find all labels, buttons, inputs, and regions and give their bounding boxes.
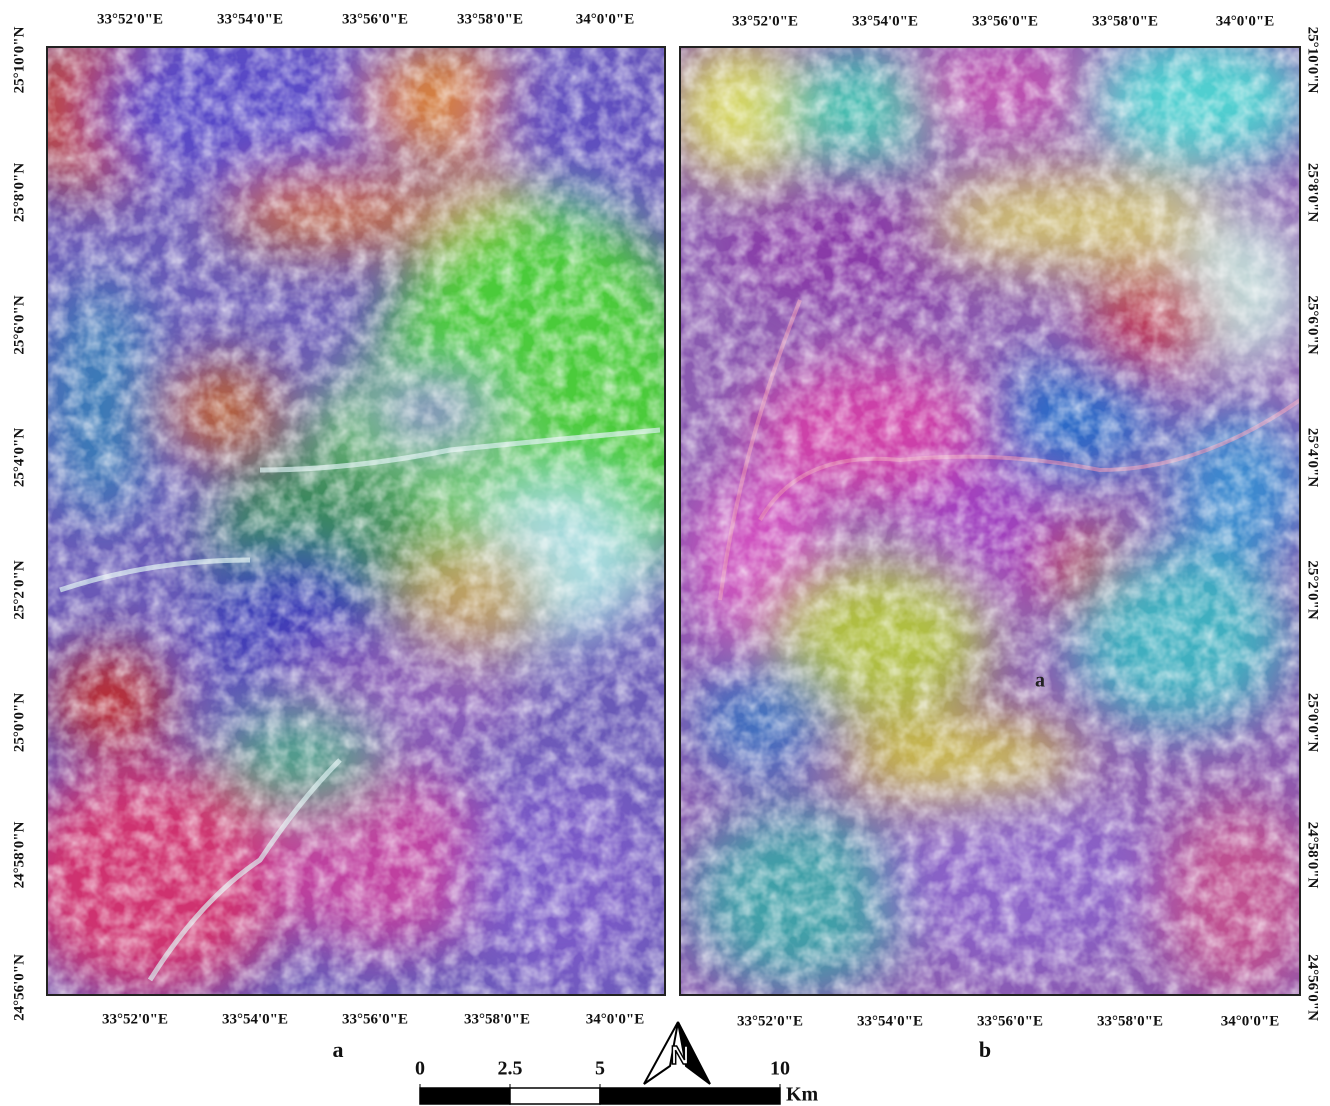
longitude-label: 33°52'0"E	[102, 1011, 168, 1027]
latitude-label: 25°8'0"N	[11, 163, 27, 222]
longitude-label: 33°54'0"E	[217, 11, 283, 27]
latitude-label: 24°56'0"N	[11, 954, 27, 1021]
longitude-label: 33°58'0"E	[464, 1011, 530, 1027]
longitude-label: 33°52'0"E	[97, 11, 163, 27]
annotation: a	[1035, 670, 1045, 692]
latitude-label: 25°6'0"N	[11, 295, 27, 354]
scale-segment	[510, 1088, 600, 1104]
north-label: N	[671, 1040, 690, 1070]
map-figure: N 33°52'0"E 33°54'0"E 33°56'0"E 33°58'0"E 34…	[0, 0, 1330, 1106]
longitude-label: 33°52'0"E	[732, 13, 798, 29]
longitude-label: 33°54'0"E	[222, 1011, 288, 1027]
latitude-label: 25°2'0"N	[1305, 560, 1321, 619]
scale-segment	[420, 1088, 510, 1104]
latitude-label: 24°58'0"N	[11, 821, 27, 888]
panel-label: a	[333, 1037, 344, 1062]
scale-label: 2.5	[498, 1058, 523, 1080]
longitude-label: 34°0'0"E	[1216, 13, 1275, 29]
latitude-label: 25°8'0"N	[1305, 163, 1321, 222]
longitude-label: 33°52'0"E	[737, 1013, 803, 1029]
latitude-label: 25°4'0"N	[11, 428, 27, 487]
longitude-label: 33°56'0"E	[972, 13, 1038, 29]
latitude-label: 25°0'0"N	[11, 693, 27, 752]
latitude-label: 25°4'0"N	[1305, 428, 1321, 487]
longitude-label: 34°0'0"E	[576, 11, 635, 27]
longitude-label: 33°58'0"E	[457, 11, 523, 27]
scale-unit: Km	[786, 1084, 819, 1106]
scale-segment	[600, 1088, 780, 1104]
longitude-label: 33°54'0"E	[852, 13, 918, 29]
latitude-label: 25°10'0"N	[1305, 27, 1321, 94]
north-arrow: N	[644, 1022, 710, 1084]
latitude-label: 25°10'0"N	[11, 26, 27, 93]
latitude-label: 25°6'0"N	[1305, 295, 1321, 354]
longitude-label: 34°0'0"E	[586, 1011, 645, 1027]
longitude-label: 33°58'0"E	[1092, 13, 1158, 29]
scale-label: 0	[415, 1058, 425, 1080]
longitude-label: 33°56'0"E	[342, 1011, 408, 1027]
image-b	[670, 30, 1320, 1000]
image-a	[0, 30, 710, 1000]
panel-label: b	[979, 1037, 991, 1062]
longitude-label: 34°0'0"E	[1221, 1013, 1280, 1029]
latitude-label: 24°58'0"N	[1305, 822, 1321, 889]
longitude-label: 33°56'0"E	[342, 11, 408, 27]
scale-label: 10	[770, 1058, 790, 1080]
longitude-label: 33°54'0"E	[857, 1013, 923, 1029]
latitude-label: 25°2'0"N	[11, 560, 27, 619]
longitude-label: 33°56'0"E	[977, 1013, 1043, 1029]
latitude-label: 24°56'0"N	[1305, 954, 1321, 1021]
longitude-label: 33°58'0"E	[1097, 1013, 1163, 1029]
latitude-label: 25°0'0"N	[1305, 693, 1321, 752]
scale-label: 5	[595, 1058, 605, 1080]
